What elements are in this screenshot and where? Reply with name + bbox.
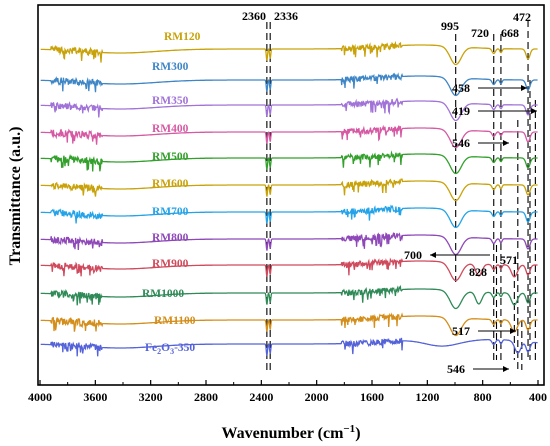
peak-label-472: 472 (513, 10, 531, 24)
x-axis-ticks (39, 380, 539, 385)
peak-arrow-head (521, 85, 527, 91)
peak-label-2336: 2336 (274, 9, 298, 23)
peak-label-828: 828 (469, 265, 487, 279)
peak-label-668: 668 (501, 26, 519, 40)
peak-label-571: 571 (500, 253, 518, 267)
series-label-11: RM1100 (154, 315, 196, 327)
series-label-8: RM800 (152, 232, 189, 244)
series-label-7: RM700 (152, 206, 189, 218)
x-tick-label: 3600 (83, 390, 107, 404)
series-line-8 (40, 231, 538, 256)
x-tick-label: 2000 (305, 390, 329, 404)
series-label-6: RM600 (152, 178, 189, 190)
series-label-9: RM900 (152, 258, 189, 270)
series-line-3 (40, 97, 538, 122)
peak-label-419: 419 (452, 104, 470, 118)
plot-frame (37, 4, 545, 386)
peak-label-995: 995 (441, 19, 459, 33)
series-line-11 (40, 312, 538, 337)
peak-arrow-head (531, 108, 537, 114)
peak-label-517: 517 (452, 324, 470, 338)
series-label-1: RM120 (164, 31, 201, 43)
y-axis-title: Transmittance (a.u.) (7, 127, 24, 266)
x-tick-label: 1200 (415, 390, 439, 404)
peak-label-720: 720 (471, 26, 489, 40)
series-line-12 (40, 337, 538, 357)
series-label-5: RM500 (152, 151, 189, 163)
series-line-4 (40, 124, 538, 149)
series-line-9 (40, 257, 538, 282)
peak-label-700: 700 (404, 248, 422, 262)
series-line-6 (40, 178, 538, 202)
x-axis-tick-labels: 4000 3600 3200 2800 2400 2000 1600 1200 800 400 (28, 390, 547, 404)
peak-label-458: 458 (452, 81, 470, 95)
dashed-guides (266, 20, 536, 372)
series-labels: RM120 RM300 RM350 RM400 RM500 RM600 RM700 RM800… (142, 31, 201, 356)
series-line-7 (40, 204, 538, 229)
series-label-4: RM400 (152, 123, 189, 135)
x-tick-label: 2400 (249, 390, 273, 404)
peak-labels: 2360 2336 995 720 668 472 458 419 546 700 828 571 51… (242, 9, 537, 376)
x-tick-label: 1600 (360, 390, 384, 404)
x-tick-label: 2800 (194, 390, 218, 404)
x-tick-label: 400 (529, 390, 547, 404)
peak-label-546: 546 (447, 362, 465, 376)
series-curves (40, 40, 538, 357)
series-label-10: RM1000 (142, 288, 184, 300)
series-label-3: RM350 (152, 95, 189, 107)
series-line-10 (40, 284, 538, 310)
series-line-5 (40, 150, 538, 175)
series-line-2 (40, 72, 538, 97)
peak-arrow-head (430, 252, 436, 258)
series-line-1 (40, 40, 538, 66)
peak-label-2360: 2360 (242, 9, 266, 23)
x-tick-label: 800 (474, 390, 492, 404)
peak-arrow-head (503, 140, 509, 146)
series-label-2: RM300 (152, 61, 189, 73)
x-axis-title: Wavenumber (cm−1) (221, 423, 360, 442)
x-tick-label: 4000 (28, 390, 52, 404)
series-label-12: Fe2O3-350 (145, 342, 195, 356)
x-tick-label: 3200 (139, 390, 163, 404)
peak-label-546: 546 (452, 136, 470, 150)
peak-arrow-head (503, 366, 509, 372)
peak-arrow-head (510, 328, 516, 334)
